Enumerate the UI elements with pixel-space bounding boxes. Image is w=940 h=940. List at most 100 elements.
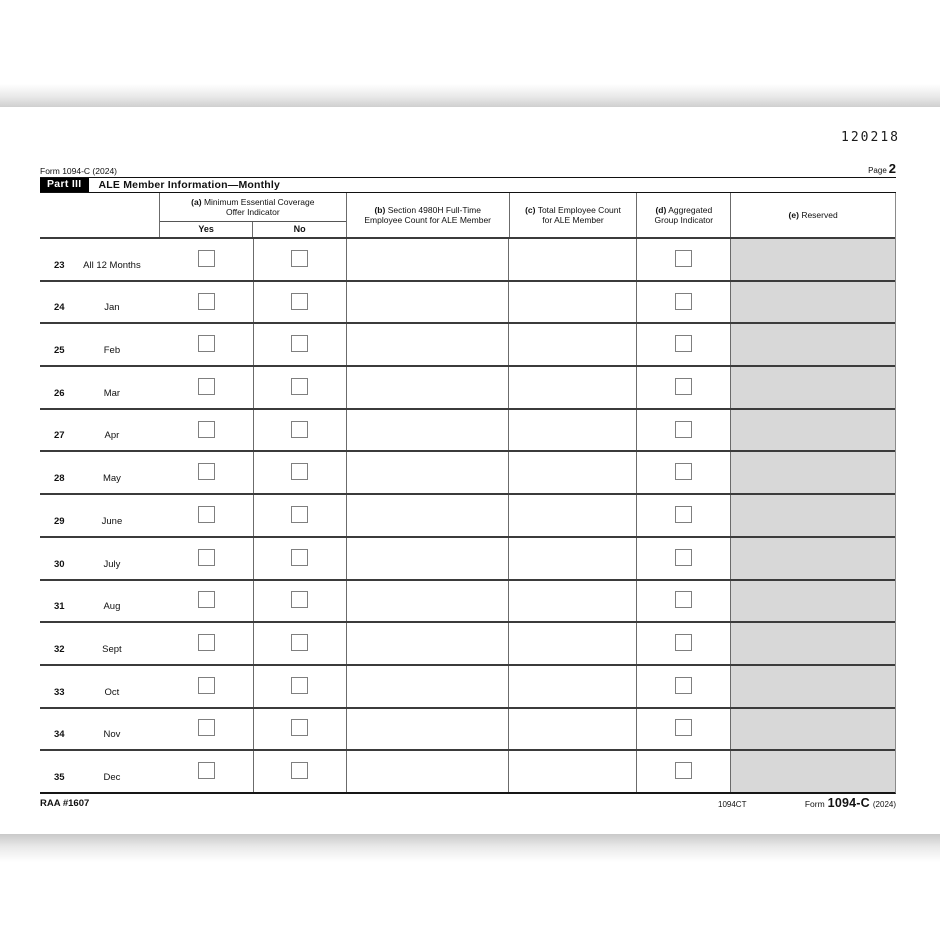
aggregated-group-cell bbox=[637, 751, 732, 792]
total-employee-count-field[interactable] bbox=[509, 708, 638, 750]
mec-offer-no-checkbox[interactable] bbox=[291, 377, 309, 395]
mec-offer-yes-checkbox[interactable] bbox=[197, 249, 215, 267]
total-employee-count-field[interactable] bbox=[509, 324, 638, 366]
reserved-cell bbox=[731, 239, 895, 280]
total-employee-count-field[interactable] bbox=[509, 239, 638, 280]
ft-employee-count-field[interactable] bbox=[347, 367, 510, 408]
footer-form-year: (2024) bbox=[872, 799, 896, 809]
aggregated-group-checkbox[interactable] bbox=[675, 420, 693, 438]
row-label: Dec bbox=[103, 771, 121, 783]
mec-offer-yes-checkbox[interactable] bbox=[197, 420, 215, 438]
mec-offer-yes-checkbox[interactable] bbox=[197, 548, 215, 566]
reserved-cell bbox=[731, 281, 895, 323]
mec-offer-yes-checkbox[interactable] bbox=[197, 591, 215, 609]
mec-offer-yes-checkbox[interactable] bbox=[197, 377, 215, 395]
mec-offer-no-cell bbox=[254, 452, 347, 494]
aggregated-group-checkbox[interactable] bbox=[675, 377, 693, 395]
col-e-line1: Reserved bbox=[801, 209, 838, 220]
ft-employee-count-field[interactable] bbox=[347, 580, 510, 622]
mec-offer-yes-checkbox[interactable] bbox=[197, 335, 215, 353]
total-employee-count-field[interactable] bbox=[509, 580, 638, 622]
mec-offer-yes-checkbox[interactable] bbox=[197, 505, 215, 523]
mec-offer-no-checkbox[interactable] bbox=[291, 505, 309, 523]
mec-offer-no-checkbox[interactable] bbox=[291, 420, 309, 438]
mec-offer-no-checkbox[interactable] bbox=[291, 463, 309, 481]
ft-employee-count-field[interactable] bbox=[347, 495, 510, 536]
total-employee-count-field[interactable] bbox=[509, 665, 638, 707]
ft-employee-count-field[interactable] bbox=[347, 281, 510, 323]
mec-offer-yes-checkbox[interactable] bbox=[197, 634, 215, 652]
table-row: 35 Dec bbox=[40, 749, 895, 792]
mec-offer-yes-cell bbox=[160, 281, 254, 323]
ft-employee-count-field[interactable] bbox=[347, 708, 510, 750]
aggregated-group-checkbox[interactable] bbox=[675, 249, 693, 267]
total-employee-count-field[interactable] bbox=[509, 751, 638, 792]
col-a-prefix: (a) bbox=[191, 196, 202, 207]
aggregated-group-checkbox[interactable] bbox=[675, 548, 693, 566]
ft-employee-count-field[interactable] bbox=[347, 665, 510, 707]
mec-offer-yes-checkbox[interactable] bbox=[197, 463, 215, 481]
total-employee-count-field[interactable] bbox=[509, 367, 638, 408]
row-label: Oct bbox=[104, 686, 120, 698]
aggregated-group-checkbox[interactable] bbox=[675, 463, 693, 481]
aggregated-group-checkbox[interactable] bbox=[675, 591, 693, 609]
aggregated-group-cell bbox=[637, 495, 732, 536]
aggregated-group-checkbox[interactable] bbox=[675, 634, 693, 652]
aggregated-group-cell bbox=[637, 281, 732, 323]
ft-employee-count-field[interactable] bbox=[347, 751, 510, 792]
reserved-cell bbox=[731, 580, 895, 622]
mec-offer-yes-checkbox[interactable] bbox=[197, 292, 215, 310]
aggregated-group-checkbox[interactable] bbox=[675, 762, 693, 780]
aggregated-group-checkbox[interactable] bbox=[675, 719, 693, 737]
total-employee-count-field[interactable] bbox=[509, 281, 638, 323]
mec-offer-no-checkbox[interactable] bbox=[291, 634, 309, 652]
ft-employee-count-field[interactable] bbox=[347, 324, 510, 366]
mec-offer-no-cell bbox=[254, 281, 347, 323]
row-month-cell: 32 Sept bbox=[40, 623, 160, 664]
reserved-cell bbox=[731, 708, 895, 750]
ft-employee-count-field[interactable] bbox=[347, 537, 510, 579]
row-number: 35 bbox=[54, 771, 65, 783]
row-number: 26 bbox=[54, 387, 65, 399]
mec-offer-no-checkbox[interactable] bbox=[291, 292, 309, 310]
header-col-a-title: (a) Minimum Essential Coverage Offer Ind… bbox=[159, 193, 346, 222]
ft-employee-count-field[interactable] bbox=[347, 239, 510, 280]
total-employee-count-field[interactable] bbox=[509, 537, 638, 579]
total-employee-count-field[interactable] bbox=[509, 409, 638, 451]
aggregated-group-cell bbox=[637, 324, 732, 366]
total-employee-count-field[interactable] bbox=[509, 495, 638, 536]
aggregated-group-cell bbox=[637, 452, 732, 494]
mec-offer-no-checkbox[interactable] bbox=[291, 762, 309, 780]
aggregated-group-checkbox[interactable] bbox=[675, 505, 693, 523]
mec-offer-no-checkbox[interactable] bbox=[291, 719, 309, 737]
mec-offer-no-checkbox[interactable] bbox=[291, 676, 309, 694]
col-a-line1: Minimum Essential Coverage bbox=[203, 196, 315, 207]
aggregated-group-checkbox[interactable] bbox=[675, 335, 693, 353]
mec-offer-yes-checkbox[interactable] bbox=[197, 719, 215, 737]
aggregated-group-cell bbox=[637, 409, 732, 451]
total-employee-count-field[interactable] bbox=[509, 452, 638, 494]
mec-offer-no-checkbox[interactable] bbox=[291, 249, 309, 267]
row-number: 27 bbox=[54, 430, 65, 442]
footer-form-id: Form 1094-C (2024) bbox=[805, 796, 896, 810]
aggregated-group-checkbox[interactable] bbox=[675, 676, 693, 694]
header-col-a-mec-offer: (a) Minimum Essential Coverage Offer Ind… bbox=[159, 193, 347, 237]
page-top-shadow bbox=[0, 84, 940, 107]
mec-offer-no-checkbox[interactable] bbox=[291, 335, 309, 353]
mec-offer-no-cell bbox=[254, 537, 347, 579]
mec-offer-no-checkbox[interactable] bbox=[291, 591, 309, 609]
aggregated-group-checkbox[interactable] bbox=[675, 292, 693, 310]
mec-offer-yes-checkbox[interactable] bbox=[197, 762, 215, 780]
col-d-line2: Group Indicator bbox=[654, 215, 714, 225]
mec-offer-yes-checkbox[interactable] bbox=[197, 676, 215, 694]
mec-offer-no-checkbox[interactable] bbox=[291, 548, 309, 566]
row-label: May bbox=[102, 473, 121, 485]
reserved-cell bbox=[731, 324, 895, 366]
reserved-cell bbox=[731, 623, 895, 664]
col-d-line1: Aggregated bbox=[668, 204, 713, 215]
ft-employee-count-field[interactable] bbox=[347, 452, 510, 494]
mec-offer-yes-cell bbox=[160, 623, 254, 664]
ft-employee-count-field[interactable] bbox=[347, 623, 510, 664]
total-employee-count-field[interactable] bbox=[509, 623, 638, 664]
ft-employee-count-field[interactable] bbox=[347, 409, 510, 451]
